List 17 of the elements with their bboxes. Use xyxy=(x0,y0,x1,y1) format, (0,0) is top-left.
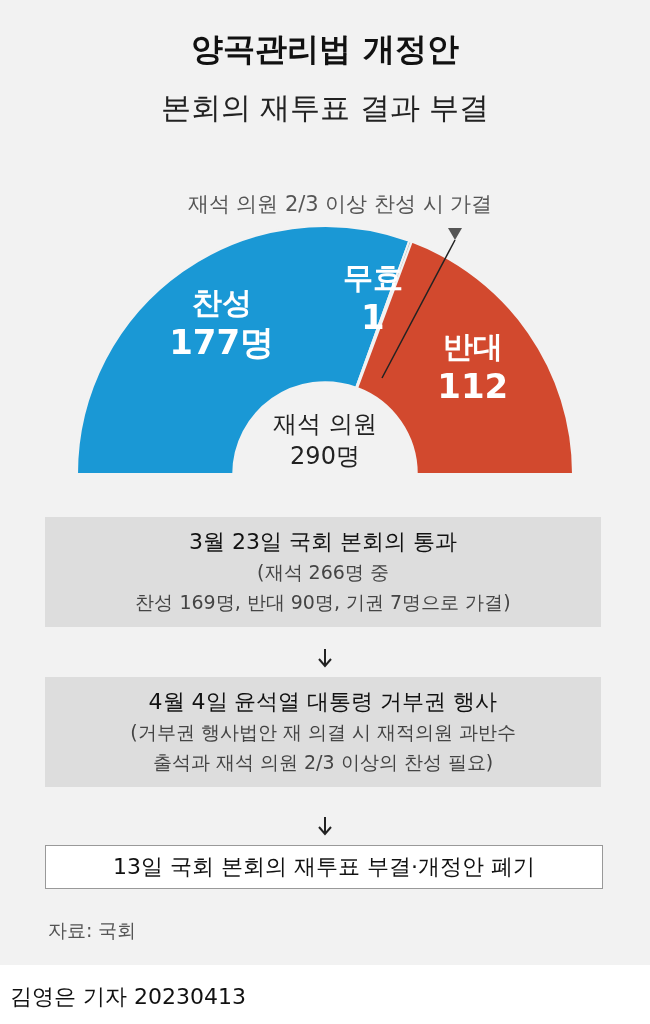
text: (재석 266명 중 xyxy=(256,560,390,585)
data-label: 112 xyxy=(437,366,509,407)
text: 재석 의원 290명 xyxy=(273,410,377,471)
text: 출석과 재석 의원 2/3 이상의 찬성 필요) xyxy=(151,750,495,775)
text: 자료: 국회 xyxy=(48,918,137,943)
text: 13일 국회 본회의 재투표 부결·개정안 폐기 xyxy=(112,853,536,881)
text: (거부권 행사법안 재 의결 시 재적의원 과반수 xyxy=(129,720,517,745)
text: 4월 4일 윤석열 대통령 거부권 행사 xyxy=(147,688,499,716)
slice-label: 반대 xyxy=(442,329,503,365)
text: 3월 23일 국회 본회의 통과 xyxy=(188,528,458,556)
chart-subtitle: 본회의 재투표 결과 부결 xyxy=(159,89,491,127)
text: 찬성 169명, 반대 90명, 기권 7명으로 가결) xyxy=(134,590,512,615)
data-label: 177명 xyxy=(169,321,275,362)
text: 재석 의원 2/3 이상 찬성 시 가결 xyxy=(187,192,493,217)
slice-label: 찬성 xyxy=(191,284,252,320)
chart-title: 양곡관리법 개정안 xyxy=(190,29,460,70)
text: 김영은 기자 20230413 xyxy=(10,983,246,1011)
